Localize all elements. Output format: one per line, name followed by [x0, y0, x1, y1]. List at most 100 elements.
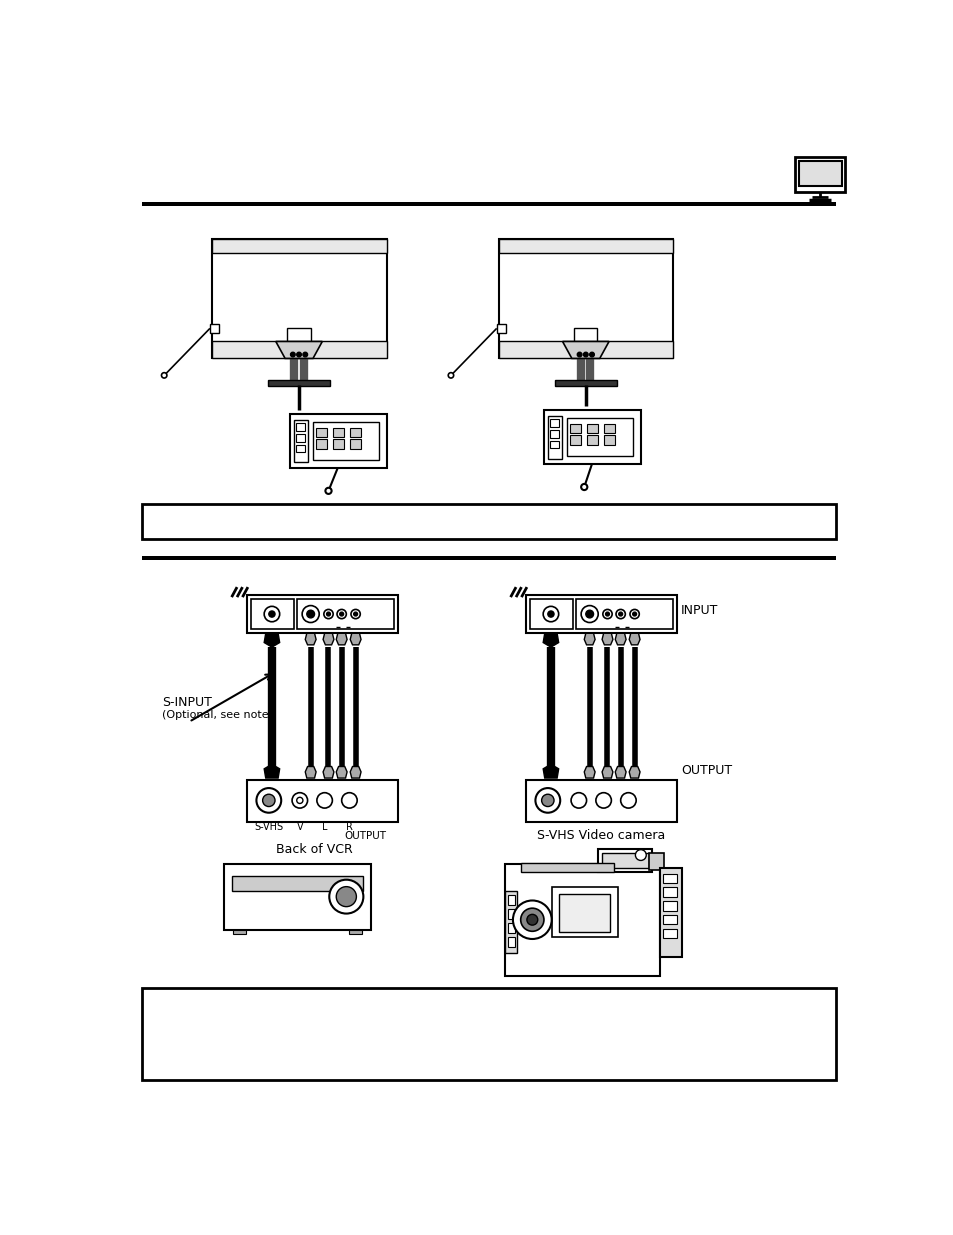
Circle shape [585, 610, 593, 618]
Circle shape [542, 606, 558, 621]
Polygon shape [275, 341, 322, 358]
Text: S-VHS: S-VHS [254, 821, 283, 831]
Circle shape [618, 613, 622, 616]
Bar [247, 779, 397, 823]
Bar [525, 595, 677, 634]
Bar [574, 327, 597, 341]
Circle shape [335, 887, 356, 906]
Polygon shape [305, 634, 315, 645]
Circle shape [580, 484, 587, 490]
Bar [543, 410, 640, 464]
Circle shape [577, 352, 581, 357]
Circle shape [307, 610, 314, 618]
Polygon shape [305, 767, 315, 778]
Bar [142, 988, 835, 1079]
Circle shape [256, 788, 281, 813]
Text: L: L [321, 821, 327, 831]
Bar [212, 240, 386, 358]
Circle shape [296, 352, 301, 357]
Circle shape [303, 352, 307, 357]
Circle shape [596, 793, 611, 808]
Circle shape [354, 613, 357, 616]
Bar [662, 915, 677, 924]
Circle shape [341, 793, 356, 808]
Bar [662, 902, 677, 910]
Circle shape [620, 793, 636, 808]
Bar [224, 864, 371, 930]
Polygon shape [629, 634, 639, 645]
Bar [233, 930, 245, 935]
Bar [507, 936, 514, 947]
Bar [555, 380, 617, 387]
Bar [251, 599, 294, 629]
Text: V: V [296, 821, 303, 831]
Circle shape [580, 605, 598, 622]
Circle shape [583, 352, 587, 357]
Text: S-INPUT: S-INPUT [162, 697, 212, 709]
Circle shape [339, 613, 343, 616]
Circle shape [632, 613, 636, 616]
Circle shape [351, 609, 360, 619]
Circle shape [635, 850, 645, 861]
Polygon shape [615, 634, 625, 645]
Bar [333, 427, 344, 437]
Polygon shape [542, 764, 558, 778]
Bar [507, 923, 514, 932]
Bar [498, 341, 673, 358]
Circle shape [326, 613, 330, 616]
Polygon shape [264, 634, 279, 647]
Bar [210, 324, 219, 333]
Bar [570, 436, 580, 445]
Polygon shape [323, 767, 334, 778]
Circle shape [316, 793, 332, 808]
Circle shape [513, 900, 551, 939]
Bar [558, 894, 609, 932]
Text: INPUT: INPUT [680, 604, 718, 618]
Bar [350, 440, 360, 448]
Bar [601, 852, 648, 868]
Bar [794, 157, 844, 193]
Circle shape [629, 609, 639, 619]
Bar [212, 341, 386, 358]
Bar [550, 419, 558, 427]
Circle shape [161, 373, 167, 378]
Circle shape [302, 605, 319, 622]
Text: OUTPUT: OUTPUT [680, 764, 732, 777]
Circle shape [547, 611, 554, 618]
Circle shape [323, 609, 333, 619]
Circle shape [296, 798, 303, 804]
Bar [598, 848, 652, 872]
Polygon shape [335, 767, 347, 778]
Bar [530, 599, 572, 629]
Bar [604, 436, 615, 445]
Bar [498, 240, 673, 358]
Bar [570, 424, 580, 433]
Bar [349, 930, 361, 935]
Circle shape [571, 793, 586, 808]
Bar [315, 440, 327, 448]
Bar [350, 427, 360, 437]
Bar [547, 416, 561, 458]
Circle shape [336, 609, 346, 619]
Bar [662, 873, 677, 883]
Circle shape [291, 352, 294, 357]
Bar [212, 240, 386, 253]
Polygon shape [323, 634, 334, 645]
Bar [567, 417, 633, 456]
Bar [142, 203, 835, 206]
Circle shape [589, 352, 594, 357]
Bar [507, 909, 514, 919]
Circle shape [602, 609, 612, 619]
Bar [604, 424, 615, 433]
Bar [333, 440, 344, 448]
Circle shape [535, 788, 559, 813]
Circle shape [262, 794, 274, 806]
Polygon shape [601, 634, 612, 645]
Polygon shape [542, 634, 558, 647]
Circle shape [616, 609, 624, 619]
Bar [142, 556, 835, 561]
Bar [587, 424, 598, 433]
Circle shape [292, 793, 307, 808]
Bar [295, 445, 305, 452]
Polygon shape [601, 767, 612, 778]
